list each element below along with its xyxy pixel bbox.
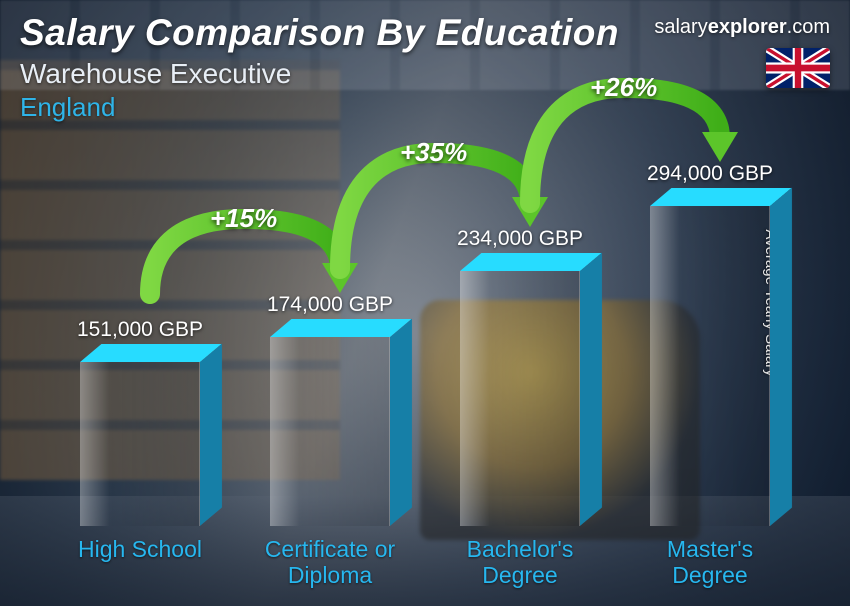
chart-country: England	[20, 92, 830, 123]
bar: 151,000 GBP	[80, 362, 200, 526]
bar-slot: 151,000 GBP High School	[60, 362, 220, 588]
delta-label: +35%	[400, 137, 467, 168]
bar: 294,000 GBP	[650, 206, 770, 526]
bar-slot: 174,000 GBP Certificate orDiploma	[250, 337, 410, 588]
brand-logo: salaryexplorer.com	[654, 16, 830, 39]
brand-bold: explorer	[708, 16, 787, 38]
bar-value-label: 174,000 GBP	[267, 293, 393, 317]
bar-value-label: 151,000 GBP	[77, 318, 203, 342]
bar: 234,000 GBP	[460, 271, 580, 526]
bar-category-label: High School	[78, 536, 202, 588]
brand-suffix: .com	[787, 16, 830, 38]
flag-uk	[766, 48, 830, 88]
bar: 174,000 GBP	[270, 337, 390, 526]
bar-value-label: 234,000 GBP	[457, 227, 583, 251]
bar-category-label: Certificate orDiploma	[265, 536, 395, 588]
bar-category-label: Master'sDegree	[667, 536, 753, 588]
delta-label: +15%	[210, 203, 277, 234]
delta-label: +26%	[590, 72, 657, 103]
brand-prefix: salary	[654, 16, 707, 38]
bar-value-label: 294,000 GBP	[647, 162, 773, 186]
bar-slot: 234,000 GBP Bachelor'sDegree	[440, 271, 600, 588]
bar-category-label: Bachelor'sDegree	[467, 536, 574, 588]
bar-slot: 294,000 GBP Master'sDegree	[630, 206, 790, 588]
chart-subtitle: Warehouse Executive	[20, 58, 830, 90]
bar-chart: 151,000 GBP High School 174,000 GBP Certifi…	[60, 150, 790, 588]
